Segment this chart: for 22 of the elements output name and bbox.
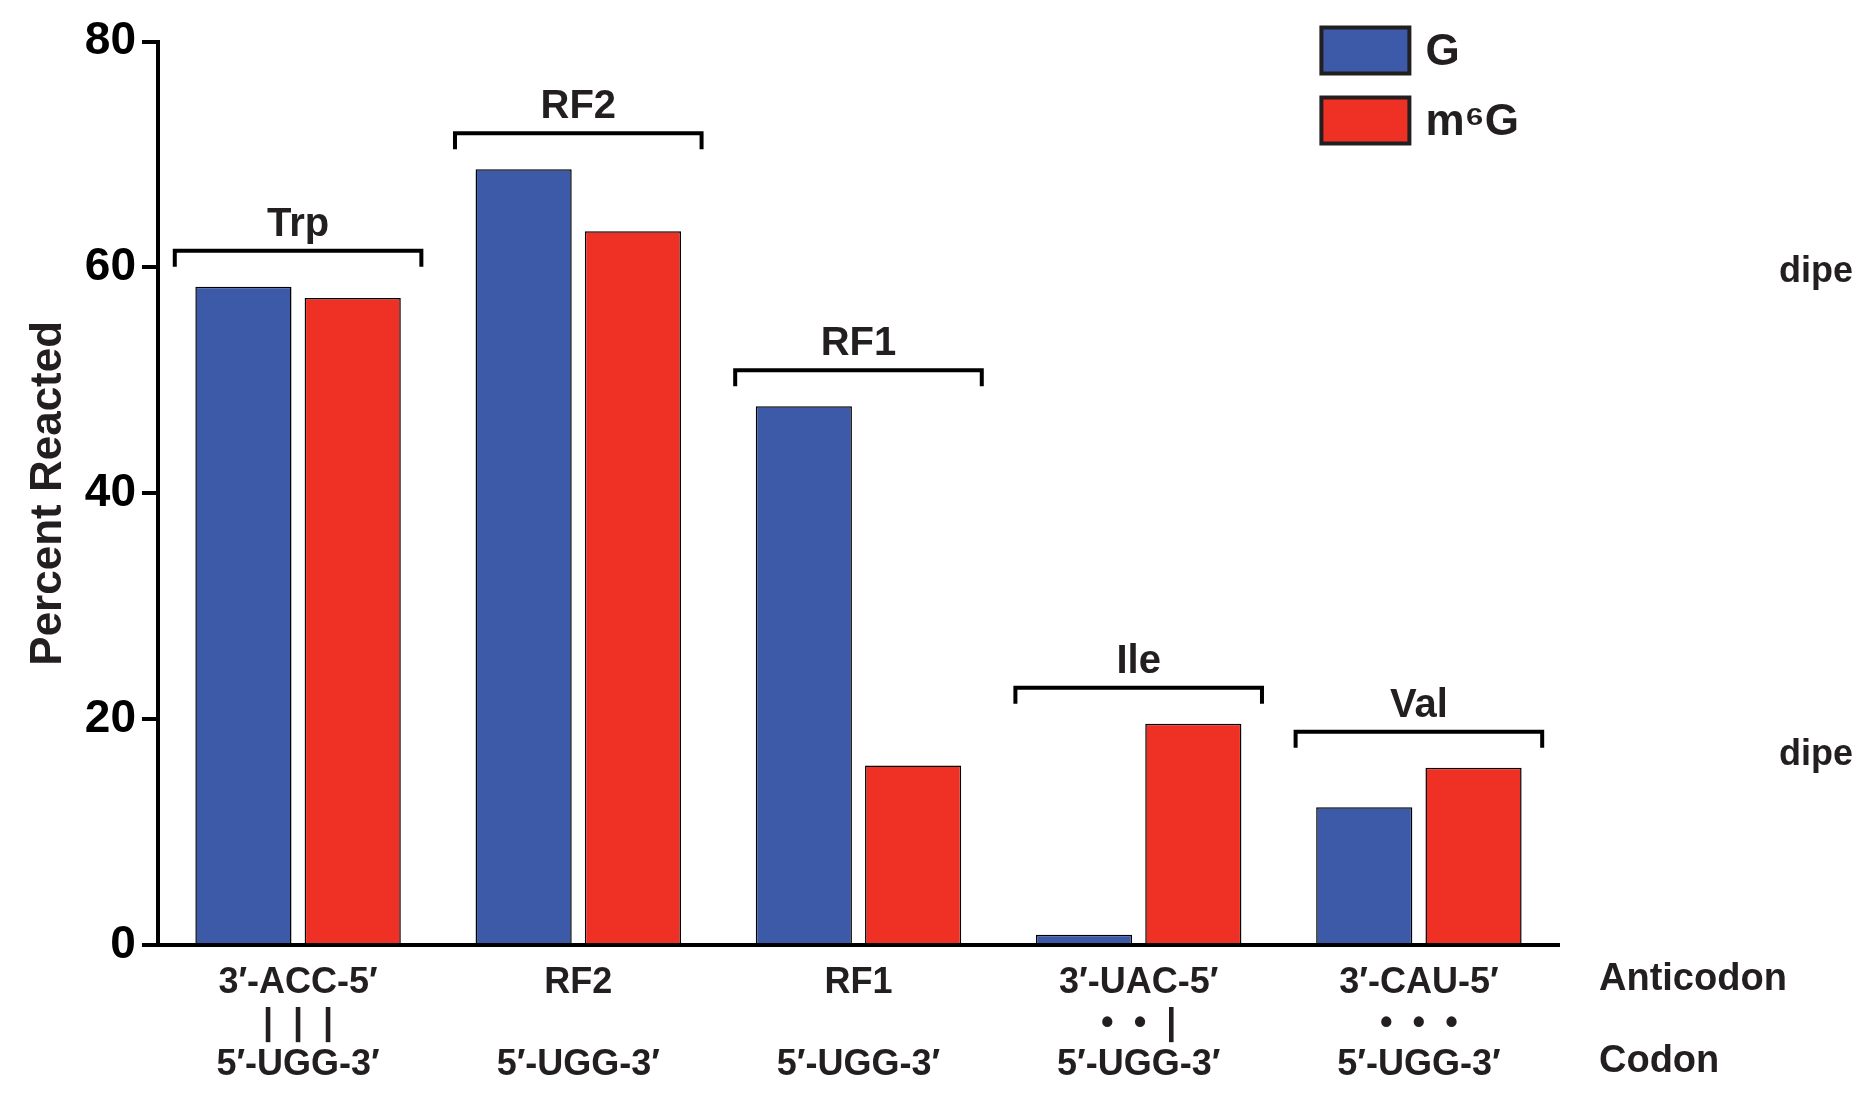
legend-label: G bbox=[1425, 24, 1460, 74]
y-tick-label: 60 bbox=[84, 238, 136, 291]
text: Codon bbox=[1599, 1037, 1720, 1080]
annotation: RF1 bbox=[820, 319, 897, 364]
text: Anticodon bbox=[1599, 955, 1787, 998]
text: dipe bbox=[1778, 248, 1853, 290]
y-tick-label: 80 bbox=[84, 12, 136, 65]
x-tick-label: 3′-CAU-5′ • • • 5′-UGG-3′ bbox=[1337, 960, 1501, 1084]
x-tick-label: 3′-ACC-5′ | | | 5′-UGG-3′ bbox=[216, 960, 380, 1084]
y-tick-label: 40 bbox=[84, 463, 136, 516]
annotation: RF2 bbox=[540, 82, 617, 127]
y-tick-label: 20 bbox=[84, 689, 136, 742]
x-tick-label: RF1 5′-UGG-3′ bbox=[776, 960, 941, 1084]
annotation: Ile bbox=[1116, 636, 1161, 681]
annotation: Val bbox=[1389, 680, 1448, 725]
text: dipe bbox=[1778, 732, 1853, 774]
annotation: Trp bbox=[266, 199, 330, 244]
x-tick-label: 3′-UAC-5′ • • | 5′-UGG-3′ bbox=[1057, 960, 1221, 1084]
x-tick-label: RF2 5′-UGG-3′ bbox=[496, 960, 660, 1084]
y-axis-title: Percent Reacted bbox=[20, 320, 70, 666]
legend-label: m⁶G bbox=[1425, 94, 1519, 144]
y-tick-label: 0 bbox=[110, 915, 136, 968]
